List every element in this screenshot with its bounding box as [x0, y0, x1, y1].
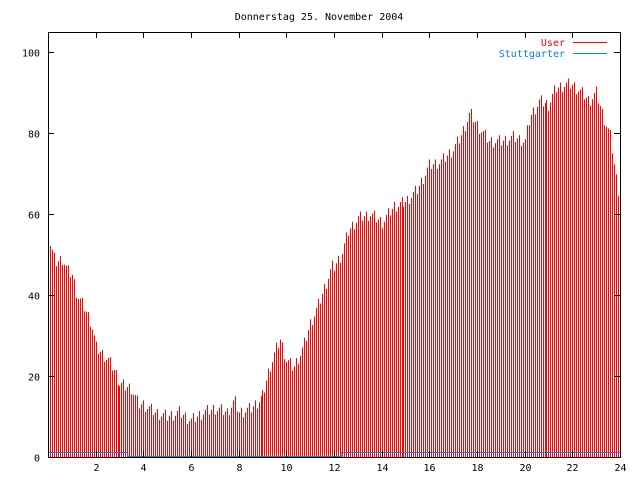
stuttgarter-line	[48, 451, 620, 457]
y-tick-label: 60	[28, 211, 40, 222]
y-tick-label: 0	[34, 454, 40, 465]
x-tick-label: 20	[519, 463, 531, 474]
x-tick-label: 22	[566, 463, 578, 474]
x-tick-label: 24	[614, 463, 626, 474]
x-tick-label: 6	[188, 463, 194, 474]
legend: User Stuttgarter	[499, 38, 607, 60]
y-tick-label: 100	[22, 49, 40, 60]
user-bars	[48, 78, 621, 457]
y-tick-label: 40	[28, 292, 40, 303]
x-tick-label: 2	[93, 463, 99, 474]
legend-label-stuttgarter: Stuttgarter	[499, 49, 565, 60]
x-tick-label: 8	[236, 463, 242, 474]
x-tick-label: 12	[328, 463, 340, 474]
chart-title: Donnerstag 25. November 2004	[235, 12, 404, 23]
x-tick-label: 16	[423, 463, 435, 474]
y-tick-label: 20	[28, 373, 40, 384]
y-tick-label: 80	[28, 130, 40, 141]
x-tick-label: 18	[471, 463, 483, 474]
legend-label-user: User	[541, 38, 565, 49]
x-tick-label: 4	[140, 463, 146, 474]
x-tick-label: 14	[376, 463, 388, 474]
x-tick-label: 10	[280, 463, 292, 474]
